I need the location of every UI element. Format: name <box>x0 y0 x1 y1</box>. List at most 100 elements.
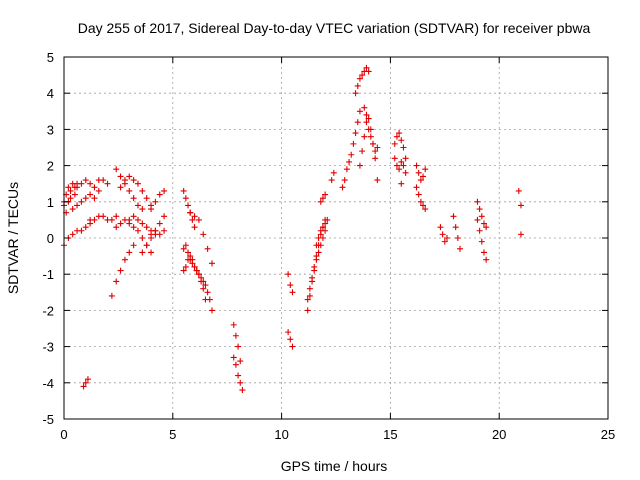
data-point <box>359 148 366 155</box>
data-point <box>319 195 326 202</box>
series-arc12 <box>126 213 159 238</box>
data-point <box>354 82 361 89</box>
data-point <box>235 343 242 350</box>
data-point <box>450 213 457 220</box>
series-arc26 <box>313 216 331 249</box>
data-point <box>189 260 196 267</box>
data-point <box>369 140 376 147</box>
data-point <box>202 282 209 289</box>
data-point <box>69 231 76 238</box>
series-arc32 <box>361 104 381 155</box>
data-point <box>108 216 115 223</box>
data-point <box>202 296 209 303</box>
data-point <box>439 231 446 238</box>
x-tick-label: 25 <box>601 427 615 442</box>
data-point <box>365 115 372 122</box>
data-point <box>356 75 363 82</box>
y-axis-label: SDTVAR / TECUs <box>5 182 21 294</box>
data-point <box>317 198 324 205</box>
data-point <box>191 263 198 270</box>
y-tick-label: -3 <box>42 340 54 355</box>
y-tick-label: 4 <box>47 86 54 101</box>
data-point <box>191 213 198 220</box>
data-point <box>82 177 89 184</box>
data-point <box>130 195 137 202</box>
data-point <box>198 278 205 285</box>
data-point <box>87 180 94 187</box>
data-point <box>126 173 133 180</box>
data-point <box>515 187 522 194</box>
data-point <box>346 158 353 165</box>
data-point <box>182 195 189 202</box>
y-tick-label: -4 <box>42 376 54 391</box>
data-point <box>313 242 320 249</box>
data-point <box>322 191 329 198</box>
data-point <box>374 177 381 184</box>
series-arc36 <box>413 162 429 184</box>
data-point <box>74 202 81 209</box>
series-arc29 <box>339 108 363 191</box>
series-arc23 <box>285 329 296 350</box>
data-point <box>130 242 137 249</box>
data-point <box>319 224 326 231</box>
data-point <box>422 206 429 213</box>
data-point <box>365 68 372 75</box>
series-arc34 <box>391 155 409 176</box>
data-point <box>324 216 331 223</box>
data-point <box>67 195 74 202</box>
data-point <box>361 104 368 111</box>
data-point <box>117 220 124 227</box>
data-point <box>437 224 444 231</box>
series-arc43 <box>517 231 524 238</box>
x-tick-label: 10 <box>274 427 288 442</box>
x-tick-label: 0 <box>60 427 67 442</box>
series-arc18 <box>180 242 209 303</box>
data-point <box>152 198 159 205</box>
data-point <box>152 227 159 234</box>
data-point <box>374 144 381 151</box>
data-point <box>393 162 400 169</box>
data-point <box>480 249 487 256</box>
data-point <box>78 180 85 187</box>
data-point <box>143 242 150 249</box>
x-tick-label: 15 <box>383 427 397 442</box>
data-point <box>130 224 137 231</box>
data-point <box>361 133 368 140</box>
x-axis-label: GPS time / hours <box>281 458 388 474</box>
data-point <box>478 238 485 245</box>
data-point <box>180 187 187 194</box>
data-point <box>420 202 427 209</box>
data-point <box>235 372 242 379</box>
data-point <box>285 329 292 336</box>
data-point <box>341 177 348 184</box>
data-point <box>452 224 459 231</box>
data-point <box>483 256 490 263</box>
data-point <box>454 235 461 241</box>
data-point <box>339 184 346 191</box>
data-point <box>204 289 211 296</box>
series-arc41 <box>474 198 490 231</box>
data-point <box>67 187 74 194</box>
data-point <box>352 130 359 137</box>
data-point <box>413 162 420 169</box>
data-point <box>126 187 133 194</box>
data-point <box>372 155 379 162</box>
data-point <box>113 213 120 220</box>
data-point <box>82 224 89 231</box>
data-point <box>139 235 146 241</box>
series-arc33 <box>391 130 409 162</box>
data-point <box>156 220 163 227</box>
data-point <box>208 260 215 267</box>
data-point <box>415 191 422 198</box>
data-point <box>474 198 481 205</box>
data-point <box>517 231 524 238</box>
data-point <box>400 144 407 151</box>
data-point <box>117 267 124 274</box>
series-arc38 <box>437 224 450 245</box>
data-point <box>232 332 239 339</box>
series-arc30 <box>352 64 372 97</box>
data-point <box>69 206 76 213</box>
data-point <box>417 198 424 205</box>
series-arc27 <box>317 191 329 205</box>
